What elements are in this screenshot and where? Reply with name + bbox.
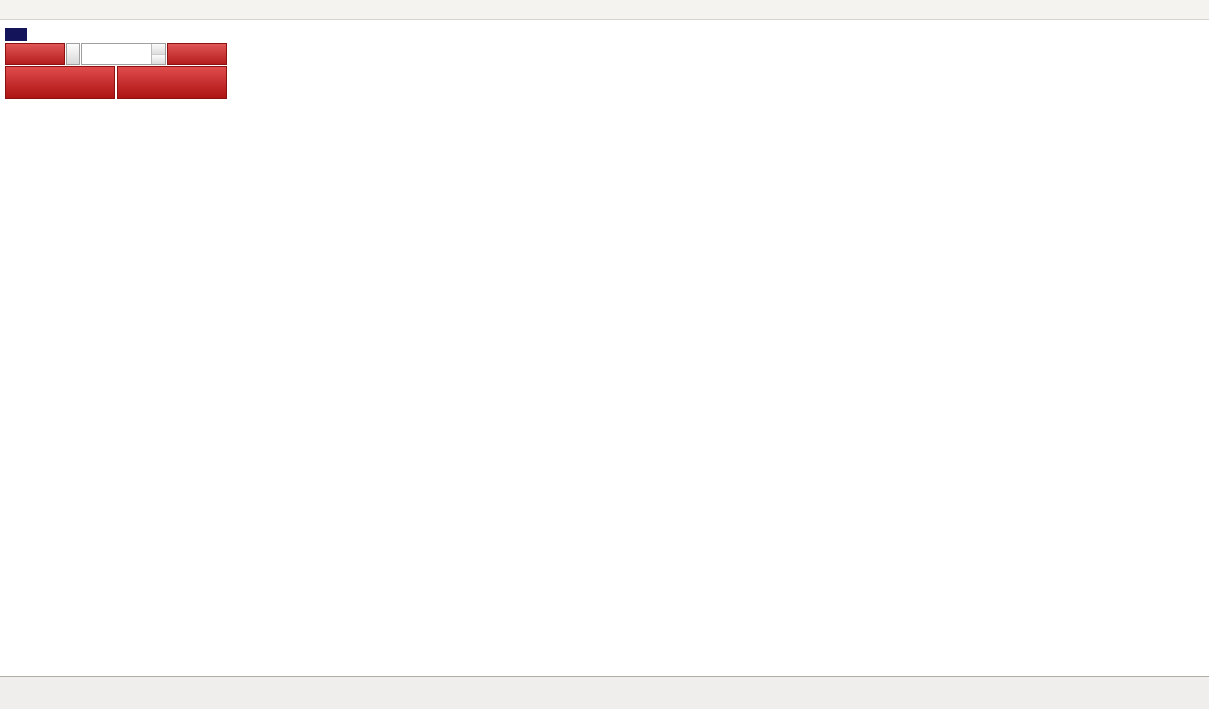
chart-tab-bar xyxy=(0,676,1209,709)
rsi-indicator-label xyxy=(4,574,14,585)
volume-decrease-button[interactable] xyxy=(152,54,165,64)
buy-price-display[interactable] xyxy=(117,66,227,99)
volume-stepper xyxy=(151,44,165,64)
volume-increase-button[interactable] xyxy=(152,44,165,55)
sell-price-display[interactable] xyxy=(5,66,115,99)
timeframe-toolbar xyxy=(0,0,1209,20)
volume-box xyxy=(81,43,166,65)
macd-indicator-label xyxy=(4,496,14,507)
sell-button[interactable] xyxy=(5,43,65,65)
volume-input[interactable] xyxy=(82,44,151,64)
one-click-trading-panel xyxy=(5,43,227,99)
chart-window-title[interactable] xyxy=(5,28,27,41)
trade-options-dropdown[interactable] xyxy=(66,43,80,65)
buy-button[interactable] xyxy=(167,43,227,65)
